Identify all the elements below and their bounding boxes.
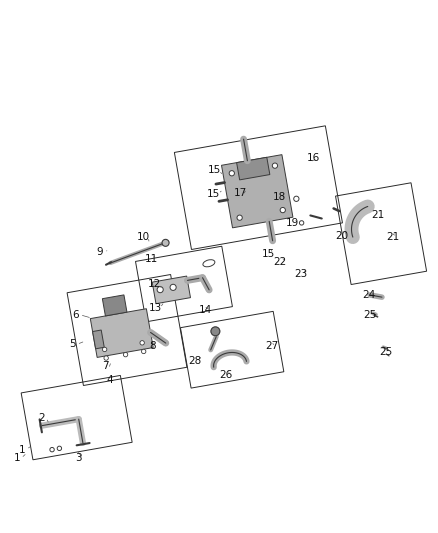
Text: 15: 15 xyxy=(207,189,220,199)
Circle shape xyxy=(211,327,220,336)
Text: 23: 23 xyxy=(295,269,308,279)
Text: 25: 25 xyxy=(364,310,377,320)
Text: 15: 15 xyxy=(208,165,221,175)
Circle shape xyxy=(104,356,108,360)
Text: 2: 2 xyxy=(38,413,45,423)
Circle shape xyxy=(211,327,220,336)
Polygon shape xyxy=(152,276,191,304)
Polygon shape xyxy=(102,295,127,316)
Text: 4: 4 xyxy=(106,375,113,384)
Polygon shape xyxy=(222,155,293,228)
Circle shape xyxy=(229,171,234,176)
Text: 18: 18 xyxy=(273,192,286,203)
Circle shape xyxy=(162,239,169,246)
Text: 12: 12 xyxy=(148,279,161,289)
Text: 21: 21 xyxy=(386,232,399,242)
Circle shape xyxy=(294,196,299,201)
Circle shape xyxy=(140,341,145,345)
Text: 22: 22 xyxy=(274,257,287,267)
Text: 21: 21 xyxy=(371,210,384,220)
Text: 3: 3 xyxy=(75,454,82,463)
Text: 24: 24 xyxy=(362,290,375,300)
Circle shape xyxy=(237,215,242,220)
Circle shape xyxy=(170,284,176,290)
Text: 20: 20 xyxy=(335,231,348,241)
Text: 10: 10 xyxy=(137,232,150,242)
Text: 27: 27 xyxy=(265,341,278,351)
Text: 16: 16 xyxy=(307,153,320,163)
Ellipse shape xyxy=(203,260,215,267)
Polygon shape xyxy=(92,330,104,349)
Text: 15: 15 xyxy=(261,249,275,259)
Text: 25: 25 xyxy=(380,347,393,357)
Polygon shape xyxy=(90,309,153,358)
Circle shape xyxy=(141,349,146,353)
Text: 28: 28 xyxy=(188,356,201,366)
Circle shape xyxy=(300,221,304,225)
Text: 9: 9 xyxy=(96,247,103,257)
Text: 1: 1 xyxy=(13,454,20,463)
Text: 6: 6 xyxy=(72,310,79,320)
Text: 8: 8 xyxy=(149,341,156,351)
Circle shape xyxy=(102,347,107,352)
Text: 17: 17 xyxy=(233,188,247,198)
Text: 11: 11 xyxy=(145,254,158,264)
Circle shape xyxy=(57,446,62,450)
Text: 7: 7 xyxy=(102,361,109,372)
Text: 19: 19 xyxy=(286,217,299,228)
Text: 5: 5 xyxy=(69,340,76,350)
Circle shape xyxy=(157,287,163,293)
Circle shape xyxy=(124,352,128,357)
Polygon shape xyxy=(237,157,270,180)
Circle shape xyxy=(280,207,286,213)
Text: 1: 1 xyxy=(18,445,25,455)
Text: 13: 13 xyxy=(149,303,162,313)
Text: 14: 14 xyxy=(199,305,212,316)
Circle shape xyxy=(272,163,278,168)
Text: 26: 26 xyxy=(219,370,232,380)
Circle shape xyxy=(50,448,54,452)
